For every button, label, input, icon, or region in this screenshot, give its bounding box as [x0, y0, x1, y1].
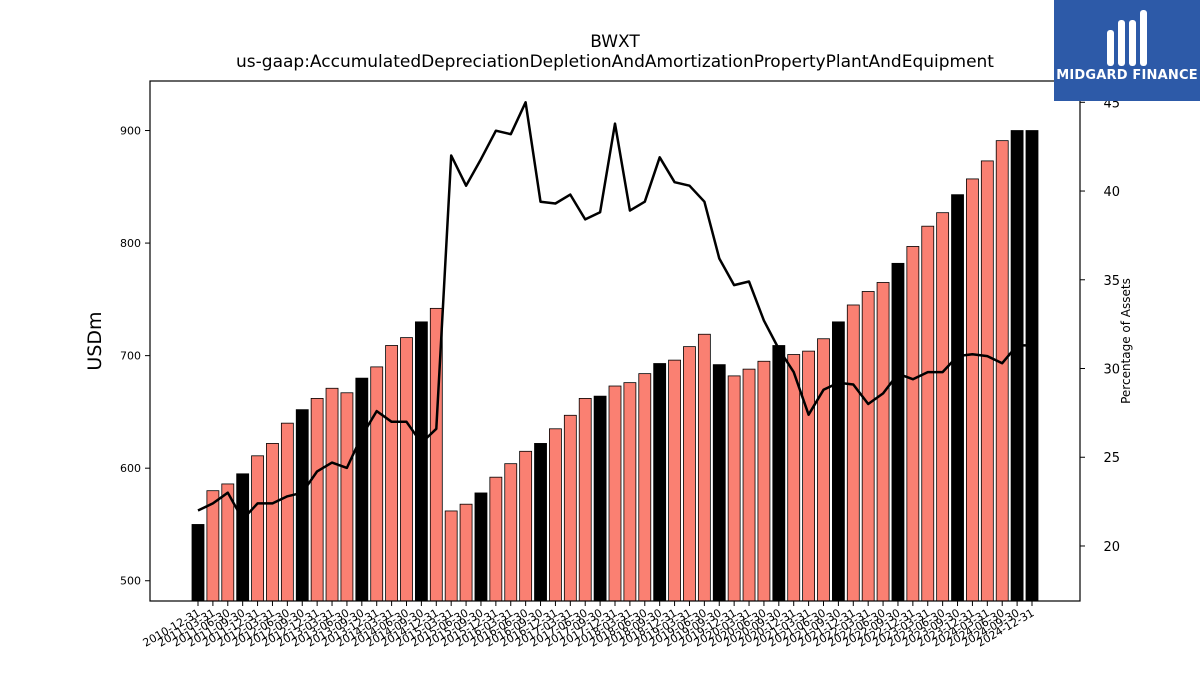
bar [280, 422, 294, 602]
bar [608, 385, 622, 602]
bar [340, 392, 354, 602]
bar [742, 368, 756, 602]
bar [549, 428, 562, 602]
y-tick-label: 500 [120, 575, 141, 588]
bar [504, 463, 518, 602]
bar [712, 364, 726, 602]
bar [772, 345, 786, 602]
bar [906, 246, 920, 602]
bar [400, 337, 413, 602]
y2-tick-label: 25 [1103, 451, 1120, 466]
bar [489, 476, 503, 602]
bar [191, 524, 205, 602]
bar [980, 160, 994, 602]
y2-tick-label: 40 [1103, 185, 1120, 200]
bar [578, 398, 592, 602]
bar [653, 363, 667, 602]
bar [623, 382, 637, 602]
bar [236, 473, 250, 602]
bar [385, 345, 399, 602]
bar [325, 387, 339, 602]
bar [1010, 130, 1024, 602]
y2-tick-label: 30 [1103, 363, 1120, 378]
y2-axis-label: Percentage of Assets [1119, 278, 1133, 404]
bar [951, 194, 964, 602]
bar [787, 354, 801, 602]
bar [921, 225, 935, 602]
bar [831, 321, 845, 602]
bar [891, 262, 905, 602]
bar [802, 350, 816, 602]
bar [444, 510, 458, 602]
bar [563, 414, 577, 602]
bar [266, 443, 279, 602]
y-tick-label: 800 [120, 237, 141, 250]
bar [474, 492, 488, 602]
bar [355, 377, 369, 602]
logo-text: MIDGARD FINANCE [1056, 68, 1198, 83]
bar [593, 395, 607, 602]
bar [638, 373, 652, 602]
bar [534, 443, 547, 602]
bar [683, 346, 696, 602]
bar [757, 360, 771, 602]
series-line [197, 101, 1032, 521]
bar [370, 366, 384, 602]
chart-subtitle: us-gaap:AccumulatedDepreciationDepletion… [236, 52, 994, 72]
bar [861, 291, 875, 602]
bar [995, 140, 1009, 602]
bar [876, 282, 890, 602]
y-axis-label: USDm [84, 311, 106, 370]
y-tick-label: 700 [120, 350, 141, 363]
bar [519, 450, 533, 602]
chart-title: BWXT [590, 32, 640, 52]
bar [846, 304, 860, 602]
logo: MIDGARD FINANCE [1054, 0, 1200, 101]
bar [414, 321, 428, 602]
bar [668, 359, 681, 602]
y-tick-label: 900 [120, 125, 141, 138]
bar [310, 398, 324, 602]
bar [936, 212, 950, 602]
y2-tick-label: 20 [1103, 540, 1120, 555]
bar [817, 338, 830, 602]
bar [727, 375, 741, 602]
bar [206, 490, 220, 602]
bar [251, 455, 264, 602]
bar [966, 178, 979, 602]
bar [459, 503, 473, 602]
bar [697, 333, 711, 602]
bar [295, 409, 309, 602]
y2-tick-label: 35 [1103, 274, 1120, 289]
logo-mark-icon [1107, 10, 1147, 66]
bar [1025, 130, 1039, 602]
y-tick-label: 600 [120, 462, 141, 475]
